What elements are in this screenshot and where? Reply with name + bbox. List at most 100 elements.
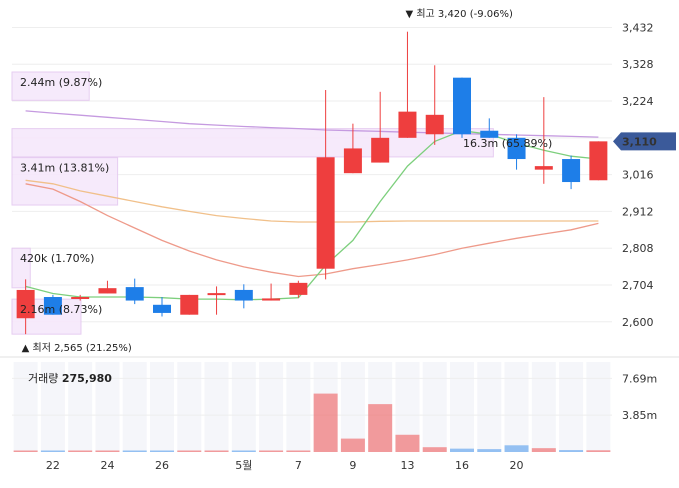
volume-bar (95, 450, 120, 452)
volume-profile-label: 2.16m (8.73%) (20, 303, 102, 316)
volume-profile-bar (11, 71, 90, 101)
volume-column-bg (477, 362, 502, 452)
volume-column-bg (531, 362, 556, 452)
candle-body (16, 289, 35, 319)
candle-body (207, 293, 226, 296)
min-price-label: ▲ 최저 2,565 (21.25%) (22, 342, 132, 354)
volume-column-bg (231, 362, 256, 452)
candle-body (589, 141, 608, 181)
volume-bar (204, 450, 229, 452)
candle-body (289, 282, 308, 295)
volume-profile-label: 420k (1.70%) (20, 252, 94, 265)
candle-body (453, 77, 471, 135)
volume-bar (395, 434, 420, 452)
candle-body (534, 166, 553, 170)
volume-title-label: 거래량 (28, 372, 62, 385)
candle-body (153, 304, 171, 313)
volume-column-bg (13, 362, 38, 452)
volume-column-bg (259, 362, 284, 452)
volume-column-bg (504, 362, 529, 452)
volume-bar (177, 450, 202, 452)
ma-long-line (25, 179, 599, 223)
volume-profile-bar (11, 247, 31, 289)
candle-body (371, 137, 390, 163)
price-tick-label: 3,016 (622, 169, 654, 182)
volume-column-bg (150, 362, 174, 452)
candle-body (316, 157, 335, 269)
x-tick-label: 16 (455, 459, 469, 472)
volume-bar (231, 450, 256, 452)
volume-profile-label: 3.41m (13.81%) (20, 162, 109, 175)
current-price-label: 3,110 (622, 135, 657, 148)
candle-body (98, 288, 117, 294)
x-tick-label: 20 (510, 459, 524, 472)
volume-profile-label: 2.44m (9.87%) (20, 76, 102, 89)
candle-body (398, 111, 417, 138)
volume-column-bg (340, 362, 365, 452)
volume-bar (450, 448, 474, 452)
candles-layer (16, 31, 608, 335)
x-tick-label: 26 (155, 459, 169, 472)
x-tick-label: 7 (295, 459, 302, 472)
candle-body (343, 148, 362, 174)
x-tick-label: 13 (400, 459, 414, 472)
volume-bar (368, 404, 393, 452)
volume-column-bg (586, 362, 611, 452)
ma-mid-line (25, 183, 599, 278)
ma-short-line (25, 130, 599, 301)
candle-body (43, 297, 62, 315)
labels-layer: 3,4323,3283,2243,1203,0162,9122,8082,704… (20, 8, 676, 472)
candle-body (507, 137, 526, 160)
price-tick-label: 2,704 (622, 279, 654, 292)
price-tick-label: 3,224 (622, 95, 654, 108)
volume-title-value: 275,980 (62, 372, 112, 385)
price-tick-label: 2,808 (622, 242, 654, 255)
moving-average-layer (25, 110, 599, 301)
volume-bar (259, 450, 284, 452)
volume-bar (504, 445, 529, 452)
x-tick-label: 5월 (235, 459, 252, 472)
x-tick-label: 22 (46, 459, 60, 472)
current-price-tag (613, 132, 676, 151)
volume-bar (40, 450, 65, 452)
candle-body (234, 289, 253, 301)
grid-layer (0, 26, 679, 452)
candle-body (425, 114, 444, 135)
volume-bar (559, 450, 584, 452)
volume-column-bg (122, 362, 147, 452)
volume-column-bg (95, 362, 120, 452)
candle-body (262, 298, 281, 301)
candle-body (180, 294, 199, 315)
volume-bar (286, 450, 311, 452)
candle-body (562, 159, 581, 183)
ma-xlong-line (25, 110, 599, 138)
volume-column-bg (450, 362, 474, 452)
volume-tick-label: 3.85m (622, 409, 657, 422)
volume-bar (68, 450, 93, 452)
candle-body (480, 130, 499, 138)
price-tick-label: 3,328 (622, 58, 654, 71)
volume-title: 거래량 275,980 (28, 372, 112, 385)
volume-bar (313, 393, 338, 452)
volume-profile-label: 16.3m (65.89%) (463, 137, 552, 150)
price-tick-label: 3,432 (622, 21, 654, 34)
volume-bar (150, 450, 174, 452)
candle-body (71, 297, 90, 300)
volume-bar (340, 438, 365, 452)
volume-column-bg (177, 362, 202, 452)
volume-column-bg (559, 362, 584, 452)
volume-bar (122, 450, 147, 452)
volume-column-bg (40, 362, 65, 452)
volume-tick-label: 7.69m (622, 372, 657, 385)
volume-bars-layer (13, 393, 611, 452)
volume-column-bg (68, 362, 93, 452)
candle-body (125, 287, 144, 301)
price-tick-label: 2,600 (622, 316, 654, 329)
volume-bar (586, 450, 611, 452)
volume-bar (13, 450, 38, 452)
x-tick-label: 24 (100, 459, 114, 472)
volume-column-bg (422, 362, 447, 452)
price-tick-label: 2,912 (622, 205, 654, 218)
volume-bar (531, 448, 556, 452)
